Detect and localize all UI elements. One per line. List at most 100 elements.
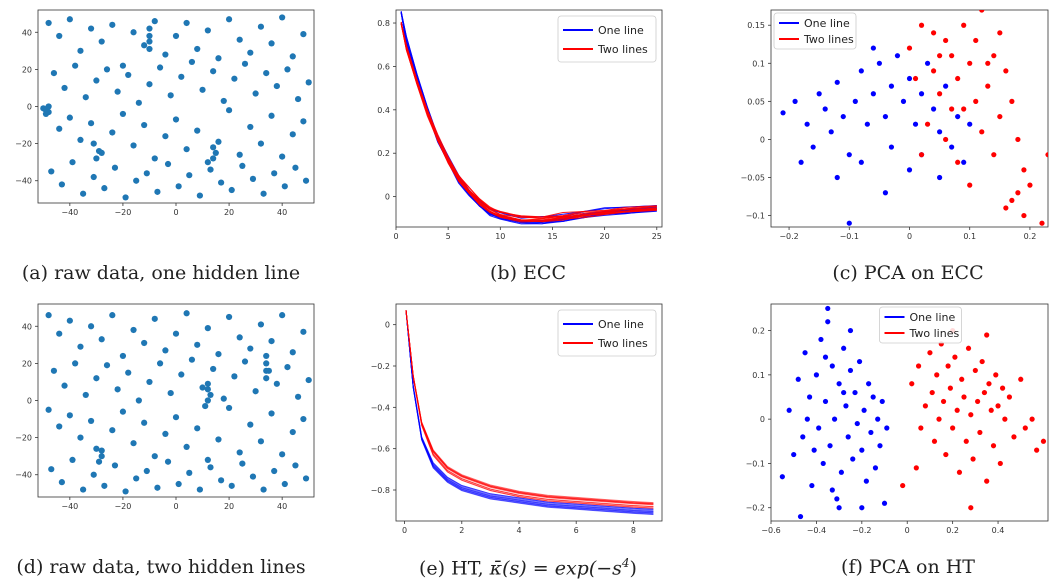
scatter-point xyxy=(979,129,985,135)
scatter-point xyxy=(809,482,815,489)
scatter-point xyxy=(876,60,882,66)
y-tick-label: −0.2 xyxy=(371,362,390,371)
scatter-point xyxy=(1021,167,1027,173)
scatter-point xyxy=(937,91,943,97)
scatter-point xyxy=(829,363,835,369)
scatter-point xyxy=(72,62,79,69)
scatter-point xyxy=(204,159,211,166)
scatter-point xyxy=(56,125,63,132)
scatter-point xyxy=(218,477,225,484)
y-tick-label: 0.1 xyxy=(752,371,765,380)
scatter-point xyxy=(818,336,824,343)
scatter-point xyxy=(122,488,129,495)
scatter-point xyxy=(810,144,816,150)
scatter-point xyxy=(162,347,169,354)
scatter-point xyxy=(811,447,817,453)
scatter-point xyxy=(119,110,127,118)
scatter-point xyxy=(822,106,828,112)
scatter-point xyxy=(879,398,885,405)
scatter-point xyxy=(135,99,142,106)
chart-c: −0.2 −0.1 0 0.1 0.2 −0.1 −0.05 0 0.05 0.1 0.15 One … xyxy=(740,9,1049,241)
scatter-point xyxy=(231,373,238,380)
x-tick-label: 0.4 xyxy=(992,526,1005,535)
scatter-point xyxy=(263,360,270,367)
scatter-point xyxy=(263,375,270,382)
scatter-point xyxy=(834,79,840,85)
scatter-point xyxy=(945,363,951,369)
scatter-point xyxy=(172,414,180,421)
scatter-point xyxy=(93,77,100,84)
scatter-point xyxy=(212,149,219,156)
scatter-point xyxy=(236,151,243,158)
scatter-point xyxy=(215,351,222,358)
scatter-point xyxy=(963,438,969,444)
scatter-point xyxy=(854,420,860,427)
plot-area-b xyxy=(400,11,657,225)
scatter-point xyxy=(961,22,967,28)
y-tick-label: −20 xyxy=(15,434,32,443)
scatter-point xyxy=(949,144,955,150)
scatter-point xyxy=(210,144,217,151)
scatter-point xyxy=(827,443,833,449)
scatter-point xyxy=(937,53,943,59)
scatter-point xyxy=(1027,182,1033,188)
caption-b: (b) ECC xyxy=(490,262,566,284)
scatter-point xyxy=(856,358,863,365)
scatter-point xyxy=(218,179,225,186)
scatter-point xyxy=(997,460,1003,467)
x-tick-label: 4 xyxy=(516,526,521,535)
scatter-point xyxy=(66,412,73,419)
scatter-point xyxy=(69,159,76,166)
scatter-point xyxy=(77,434,84,441)
scatter-point xyxy=(1034,447,1040,453)
legend-label-one: One line xyxy=(910,311,956,324)
scatter-point xyxy=(204,27,211,34)
caption-d: (d) raw data, two hidden lines xyxy=(16,556,306,578)
scatter-point xyxy=(241,60,249,67)
scatter-point xyxy=(967,182,973,188)
scatter-point xyxy=(822,354,829,360)
scatter-point xyxy=(61,84,68,92)
scatter-point xyxy=(268,40,275,47)
scatter-point xyxy=(858,68,864,74)
scatter-point xyxy=(930,106,937,112)
scatter-point xyxy=(841,389,847,396)
x-tick-label: −20 xyxy=(114,208,131,217)
scatter-point xyxy=(289,131,296,138)
scatter-point xyxy=(831,416,838,422)
scatter-point xyxy=(816,91,822,97)
scatter-point xyxy=(279,153,286,160)
scatter-point xyxy=(940,398,947,405)
x-tick-label: −40 xyxy=(61,208,78,217)
legend-box xyxy=(557,15,657,63)
scatter-point xyxy=(42,110,50,118)
scatter-point xyxy=(937,174,943,181)
scatter-point xyxy=(870,394,876,400)
scatter-point xyxy=(1015,136,1021,143)
scatter-point xyxy=(900,98,907,104)
scatter-point xyxy=(868,429,874,436)
scatter-point xyxy=(268,112,275,119)
y-tick-label: 0.05 xyxy=(747,97,765,106)
scatter-point xyxy=(863,478,869,484)
scatter-point xyxy=(162,51,169,58)
scatter-point xyxy=(894,53,901,59)
scatter-point xyxy=(918,425,924,431)
scatter-point xyxy=(236,334,243,341)
scatter-point xyxy=(257,23,265,30)
scatter-point xyxy=(909,381,915,387)
scatter-point xyxy=(95,458,103,465)
x-tick-label: 0 xyxy=(402,526,407,535)
scatter-point xyxy=(825,319,831,325)
scatter-point xyxy=(125,369,132,376)
scatter-point xyxy=(850,456,856,462)
scatter-point xyxy=(247,49,254,56)
scatter-point xyxy=(949,106,955,112)
scatter-point xyxy=(961,394,967,400)
scatter-point xyxy=(292,164,299,171)
scatter-point xyxy=(804,121,810,127)
scatter-point xyxy=(1015,190,1021,196)
scatter-point xyxy=(822,398,829,405)
scatter-point xyxy=(50,69,58,77)
scatter-point xyxy=(194,425,201,432)
